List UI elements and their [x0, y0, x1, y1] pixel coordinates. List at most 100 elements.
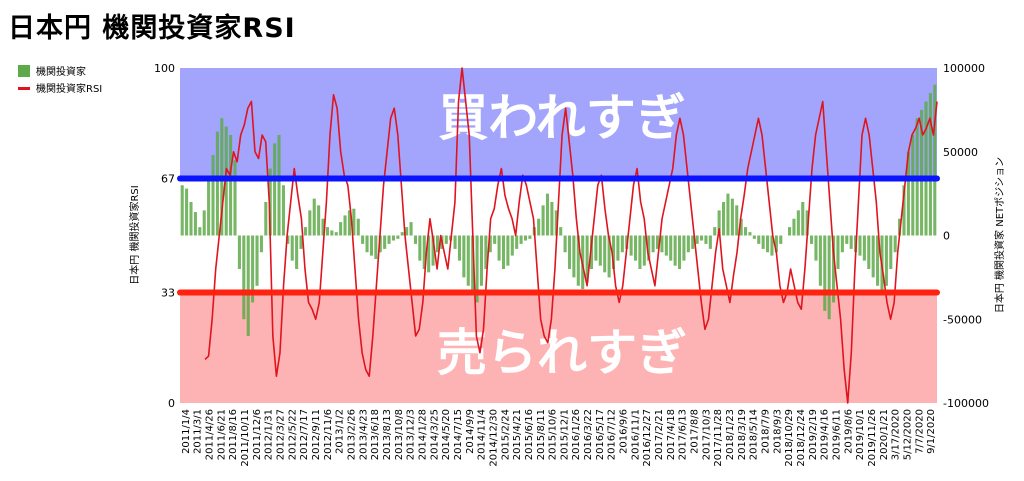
x-tick-label: 2018/3/19	[737, 409, 748, 460]
net-position-bar	[757, 235, 761, 244]
net-position-bar	[620, 235, 624, 253]
x-tick-label: 2012/1/31	[264, 409, 275, 460]
net-position-bar	[453, 235, 457, 249]
x-tick-label: 2015/8/11	[536, 409, 547, 460]
net-position-bar	[603, 235, 607, 273]
x-tick-label: 2016/7/12	[607, 409, 618, 460]
net-position-bar	[488, 235, 492, 253]
chart-title: 日本円 機関投資家RSI	[8, 13, 296, 44]
net-position-bar	[427, 235, 431, 273]
x-tick-label: 2011/4/26	[205, 409, 216, 460]
right-axis: -100000 -50000 0 50000 100000	[943, 62, 989, 410]
net-position-bar	[673, 235, 677, 266]
x-tick-label: 2017/8/8	[690, 409, 701, 454]
net-position-bar	[924, 101, 928, 236]
net-position-bar	[818, 235, 822, 286]
net-position-bar	[334, 232, 338, 236]
x-tick-label: 2018/7/9	[760, 409, 771, 454]
net-position-bar	[779, 235, 783, 244]
x-tick-label: 2012/7/17	[299, 409, 310, 460]
net-position-bar	[607, 235, 611, 278]
net-position-bar	[295, 235, 299, 269]
net-position-bar	[598, 235, 602, 266]
net-position-bar	[374, 235, 378, 259]
left-tick-label: 33	[161, 286, 175, 299]
net-position-bar	[691, 235, 695, 249]
x-tick-label: 2013/1/2	[335, 409, 346, 454]
net-position-bar	[251, 235, 255, 303]
x-tick-label: 2014/1/28	[417, 409, 428, 460]
net-position-bar	[396, 235, 400, 239]
net-position-bar	[330, 230, 334, 236]
net-position-bars	[180, 84, 937, 336]
net-position-bar	[356, 218, 360, 236]
legend-bar-swatch	[18, 65, 30, 77]
right-tick-label: -100000	[943, 397, 989, 410]
x-tick-label: 2016/3/22	[583, 409, 594, 460]
x-tick-label: 2016/11/1	[630, 409, 641, 460]
net-position-bar	[752, 235, 756, 239]
left-tick-label: 100	[154, 62, 175, 75]
net-position-bar	[682, 235, 686, 261]
net-position-bar	[352, 208, 356, 236]
x-tick-label: 2017/6/13	[678, 409, 689, 460]
oversold-zone	[180, 292, 937, 403]
net-position-bar	[510, 235, 514, 256]
net-position-bar	[638, 235, 642, 269]
x-tick-label: 2012/9/11	[311, 409, 322, 460]
net-position-bar	[823, 235, 827, 311]
net-position-bar	[215, 131, 219, 236]
net-position-bar	[189, 202, 193, 236]
right-tick-label: 100000	[943, 62, 985, 75]
net-position-bar	[541, 205, 545, 236]
x-tick-label: 2014/11/4	[477, 409, 488, 460]
net-position-bar	[339, 222, 343, 236]
x-tick-label: 2018/1/23	[725, 409, 736, 460]
left-tick-label: 67	[161, 173, 175, 186]
net-position-bar	[242, 235, 246, 320]
net-position-bar	[805, 210, 809, 236]
net-position-bar	[567, 235, 572, 269]
x-tick-label: 2019/8/6	[843, 409, 854, 454]
x-tick-label: 2011/3/1	[193, 409, 204, 454]
net-position-bar	[431, 235, 435, 266]
net-position-bar	[730, 198, 734, 236]
x-tick-label: 2019/4/16	[820, 409, 831, 460]
net-position-bar	[642, 235, 646, 266]
net-position-bar	[664, 235, 668, 256]
net-position-bar	[669, 235, 673, 261]
x-tick-label: 2011/1/4	[181, 409, 192, 454]
x-tick-label: 2016/9/6	[619, 409, 630, 454]
x-tick-label: 2013/4/23	[358, 409, 369, 460]
net-position-bar	[858, 235, 862, 256]
net-position-bar	[277, 135, 281, 236]
net-position-bar	[233, 160, 237, 236]
x-tick-label: 7/7/2020	[914, 409, 925, 454]
net-position-bar	[462, 235, 466, 278]
net-position-bar	[405, 227, 409, 236]
net-position-bar	[343, 215, 347, 236]
net-position-bar	[202, 210, 206, 236]
net-position-bar	[788, 227, 792, 236]
net-position-bar	[299, 235, 303, 249]
net-position-bar	[229, 135, 233, 236]
x-tick-label: 2014/12/30	[488, 409, 499, 467]
net-position-bar	[493, 235, 497, 244]
net-position-bar	[545, 193, 550, 236]
x-axis: 2011/1/4 2011/3/1 2011/4/26 2011/6/21 2011/8…	[181, 409, 937, 467]
net-position-bar	[761, 235, 765, 249]
net-position-bar	[528, 235, 532, 239]
net-position-bar	[444, 235, 448, 244]
net-position-bar	[744, 227, 748, 236]
net-position-bar	[867, 235, 871, 269]
net-position-bar	[677, 235, 682, 269]
net-position-bar	[325, 227, 329, 236]
net-position-bar	[906, 151, 910, 236]
net-position-bar	[198, 227, 202, 236]
x-tick-label: 2013/8/13	[382, 409, 393, 460]
x-tick-label: 2011/6/21	[216, 409, 227, 460]
net-position-bar	[739, 218, 743, 236]
net-position-bar	[523, 235, 528, 241]
x-tick-label: 2017/2/21	[654, 409, 665, 460]
net-position-bar	[810, 235, 814, 244]
